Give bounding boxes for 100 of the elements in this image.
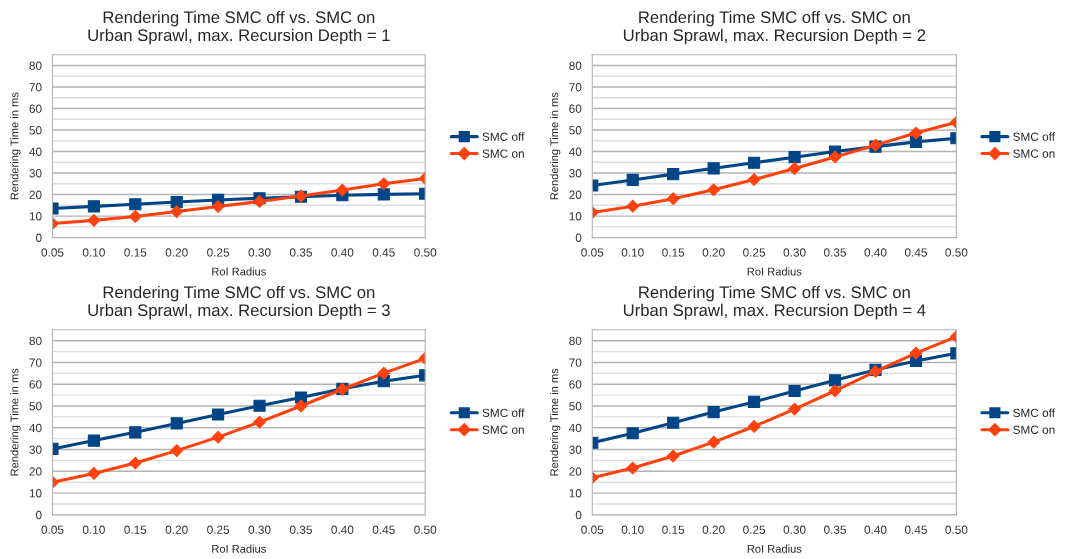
point [747, 420, 761, 433]
x-tick-label: 0.30 [248, 525, 271, 534]
point [253, 399, 266, 412]
y-tick-label: 20 [569, 467, 582, 476]
legend-label: SMC off [482, 132, 525, 141]
point [828, 374, 842, 387]
point [909, 135, 923, 148]
x-tick-label: 0.05 [41, 525, 64, 534]
y-tick-label: 0 [575, 233, 582, 242]
legend-label: SMC on [1013, 425, 1055, 434]
chart-subtitle: Urban Sprawl, max. Recursion Depth = 4 [623, 303, 926, 320]
x-tick-label: 0.40 [331, 248, 354, 257]
point [335, 183, 349, 197]
y-tick-label: 0 [35, 233, 42, 242]
point [211, 200, 225, 214]
x-axis-title: RoI Radius [747, 267, 802, 276]
x-tick-label: 0.20 [165, 248, 188, 257]
x-tick-label: 0.30 [248, 248, 271, 257]
chart-title: Rendering Time SMC off vs. SMC on [103, 10, 375, 27]
point [170, 196, 183, 209]
x-tick-label: 0.10 [82, 248, 105, 257]
x-tick-label: 0.45 [372, 248, 395, 257]
x-tick-label: 0.15 [662, 248, 685, 257]
point [170, 417, 183, 430]
point [828, 150, 842, 164]
point [212, 408, 225, 421]
y-tick-label: 0 [35, 510, 42, 520]
point [294, 391, 308, 404]
x-tick-label: 0.20 [165, 525, 188, 534]
chart-subtitle: Urban Sprawl, max. Recursion Depth = 3 [88, 303, 390, 320]
point [707, 162, 720, 175]
x-tick-label: 0.35 [289, 525, 312, 534]
x-tick-label: 0.25 [207, 248, 230, 257]
x-tick-label: 0.10 [82, 525, 105, 534]
y-tick-label: 70 [29, 358, 42, 367]
point [253, 415, 266, 429]
point [294, 399, 308, 413]
y-tick-label: 10 [29, 489, 42, 498]
point [748, 395, 761, 408]
y-tick-label: 80 [29, 336, 42, 346]
point [128, 456, 142, 470]
x-axis-title: RoI Radius [212, 267, 266, 276]
point [707, 435, 721, 449]
x-tick-label: 0.35 [824, 525, 847, 534]
point [170, 444, 184, 458]
y-tick-label: 80 [29, 61, 42, 70]
y-tick-label: 80 [569, 61, 582, 70]
x-tick-label: 0.30 [783, 525, 806, 534]
x-tick-label: 0.05 [41, 248, 64, 257]
point [909, 126, 923, 140]
legend-label: SMC on [482, 149, 524, 158]
y-tick-label: 50 [29, 126, 42, 135]
x-tick-label: 0.05 [581, 248, 604, 257]
x-tick-label: 0.50 [414, 248, 437, 257]
y-tick-label: 60 [29, 380, 42, 389]
y-tick-label: 40 [29, 147, 42, 156]
x-tick-label: 0.25 [207, 525, 230, 534]
chart-subtitle: Urban Sprawl, max. Recursion Depth = 2 [623, 28, 926, 45]
y-axis-title: Rendering Time in ms [10, 92, 21, 200]
point [626, 427, 639, 440]
legend-label: SMC off [1013, 408, 1056, 418]
y-tick-label: 10 [569, 212, 582, 221]
y-tick-label: 60 [569, 104, 582, 113]
point [707, 406, 720, 419]
y-axis-title: Rendering Time in ms [550, 368, 561, 476]
point [87, 200, 100, 213]
x-tick-label: 0.05 [581, 525, 604, 534]
y-tick-label: 30 [29, 445, 42, 454]
x-tick-label: 0.25 [743, 525, 766, 534]
x-tick-label: 0.45 [372, 525, 395, 534]
x-tick-label: 0.15 [124, 248, 147, 257]
y-tick-label: 10 [569, 489, 582, 498]
x-tick-label: 0.40 [864, 248, 887, 257]
y-tick-label: 70 [569, 358, 582, 367]
point [909, 346, 923, 360]
x-axis-title: RoI Radius [747, 544, 802, 553]
y-tick-label: 50 [569, 126, 582, 135]
point [828, 384, 842, 398]
y-tick-label: 30 [29, 169, 42, 178]
y-tick-label: 20 [29, 190, 42, 199]
x-axis-title: RoI Radius [212, 544, 266, 553]
point [788, 384, 801, 398]
y-tick-label: 70 [569, 83, 582, 92]
y-tick-label: 20 [29, 467, 42, 476]
point [788, 162, 801, 175]
x-tick-label: 0.35 [824, 248, 847, 257]
x-tick-label: 0.35 [289, 248, 312, 257]
point [748, 156, 761, 169]
y-tick-label: 70 [29, 83, 42, 92]
x-tick-label: 0.50 [945, 248, 968, 257]
y-tick-label: 60 [569, 380, 582, 389]
x-tick-label: 0.45 [904, 248, 927, 257]
x-tick-label: 0.20 [702, 525, 725, 534]
point [667, 416, 680, 429]
y-tick-label: 40 [29, 423, 42, 433]
chart-subtitle: Urban Sprawl, max. Recursion Depth = 1 [88, 28, 390, 45]
point [747, 173, 761, 186]
y-tick-label: 30 [569, 169, 582, 178]
point [626, 199, 640, 213]
point [128, 210, 142, 223]
